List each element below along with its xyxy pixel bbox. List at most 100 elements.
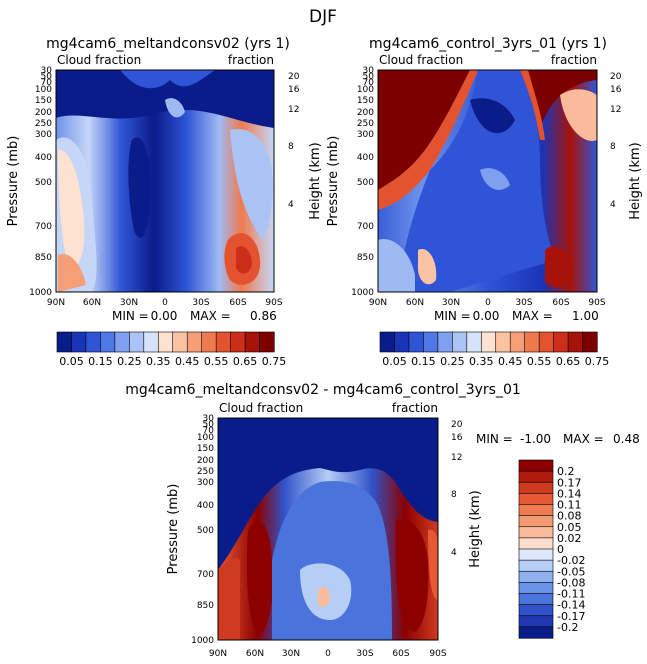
colorbar-swatch <box>480 331 497 353</box>
colorbar-swatch <box>71 331 87 353</box>
panel-2-ytick-right-16: 16 <box>610 85 622 95</box>
colorbar-label: 0.75 <box>262 355 287 368</box>
panel-3-ytick-30: 30 <box>203 414 215 424</box>
colorbar-label: 0.75 <box>585 355 610 368</box>
panel-3-x-axis: 90N 60N 30N 0 30S 60S 90S <box>209 649 447 659</box>
colorbar-swatch <box>567 331 584 353</box>
panel-1-xtick-30S: 30S <box>192 298 209 308</box>
panel-3-xtick-90S: 90S <box>429 649 446 659</box>
panel-2-xtick-60S: 60S <box>552 298 569 308</box>
panel-3-xtick-30S: 30S <box>356 649 373 659</box>
panel-3-ytick-500: 500 <box>197 526 214 536</box>
colorbar-label: 0.08 <box>557 510 582 523</box>
panel-1-annotation-left: Cloud fraction <box>57 53 141 67</box>
colorbar-swatch <box>157 331 174 353</box>
panel-3-y-axis-right: 20 16 12 8 4 <box>451 420 463 558</box>
panel-2-plot-area <box>378 70 597 292</box>
colorbar-label: 0.55 <box>204 355 229 368</box>
panel-2-ytick-30: 30 <box>363 66 375 76</box>
panel-3-ytick-300: 300 <box>197 478 214 488</box>
panel-1-ytick-30: 30 <box>41 66 53 76</box>
colorbar-swatch <box>129 331 145 353</box>
panel-2-ytick-1000: 1000 <box>351 288 374 298</box>
panel-1-ytick-right-12: 12 <box>288 105 299 115</box>
panel-2-ytick-right-12: 12 <box>610 105 621 115</box>
panel-1-y-axis-right: 20 16 12 8 4 <box>288 72 300 210</box>
panel-2-max-value: 1.00 <box>572 309 599 323</box>
colorbar-swatch <box>509 331 526 353</box>
panel-3-max-value: 0.48 <box>613 432 640 446</box>
panel-2-ytick-150: 150 <box>357 96 374 106</box>
colorbar-swatch <box>518 481 554 494</box>
colorbar-swatch <box>518 504 554 517</box>
panel-3-ylabel-right: Height (km) <box>468 490 483 567</box>
colorbar-swatch <box>201 331 217 353</box>
colorbar-swatch <box>452 331 468 353</box>
panel-2-ytick-700: 700 <box>357 222 374 232</box>
panel-1-ytick-700: 700 <box>35 222 52 232</box>
panel-2-ytick-500: 500 <box>357 178 374 188</box>
panel-3-ytick-150: 150 <box>197 444 214 454</box>
colorbar-swatch <box>524 331 540 353</box>
colorbar-label: 0.35 <box>469 355 494 368</box>
colorbar-swatch <box>518 526 554 539</box>
panel-1-ytick-right-4: 4 <box>288 200 294 210</box>
colorbar-label: -0.08 <box>557 576 585 589</box>
colorbar-label: -0.17 <box>557 610 585 623</box>
panel-3-ytick-200: 200 <box>197 456 214 466</box>
panel-1-ytick-500: 500 <box>35 178 52 188</box>
panel-1-xtick-60S: 60S <box>229 298 246 308</box>
panel-3-ytick-right-20: 20 <box>451 420 463 430</box>
panel-2-x-axis: 90N 60N 30N 0 30S 60S 90S <box>369 298 606 308</box>
panel-1-annotation-right: fraction <box>228 53 274 67</box>
panel-2-ytick-250: 250 <box>357 119 374 129</box>
panel-3-xtick-60S: 60S <box>392 649 409 659</box>
panel-1-ytick-850: 850 <box>35 253 52 263</box>
panel-3-ytick-right-16: 16 <box>451 433 463 443</box>
panel-1-xtick-60N: 60N <box>83 298 101 308</box>
panel-3-ytick-400: 400 <box>197 501 214 511</box>
colorbar-label: 0.05 <box>59 355 84 368</box>
figure-title: DJF <box>309 7 337 27</box>
colorbar-label: 0.05 <box>382 355 407 368</box>
colorbar-swatch <box>56 331 73 353</box>
panel-1-colorbar: 0.05 0.15 0.25 0.35 0.45 0.55 0.65 0.75 <box>56 331 287 368</box>
colorbar-label: 0 <box>557 543 564 556</box>
colorbar-swatch <box>518 515 554 528</box>
colorbar-swatch <box>259 331 275 353</box>
panel-1-x-axis: 90N 60N 30N 0 30S 60S 90S <box>47 298 283 308</box>
colorbar-swatch <box>244 331 261 353</box>
panel-1-xtick-0: 0 <box>162 298 168 308</box>
colorbar-swatch <box>437 331 453 353</box>
panel-2-ytick-400: 400 <box>357 153 374 163</box>
colorbar-swatch <box>518 493 554 506</box>
panel-1-ytick-right-16: 16 <box>288 85 300 95</box>
panel-3-colorbar: 0.20.170.140.110.080.050.020-0.02-0.05-0… <box>518 459 585 639</box>
colorbar-swatch <box>186 331 203 353</box>
colorbar-label: 0.25 <box>117 355 142 368</box>
panel-2-ylabel: Pressure (mb) <box>326 136 341 227</box>
panel-2-colorbar: 0.05 0.15 0.25 0.35 0.45 0.55 0.65 0.75 <box>379 331 610 368</box>
panel-1-ytick-1000: 1000 <box>29 288 52 298</box>
panel-2-ytick-right-8: 8 <box>610 142 616 152</box>
colorbar-swatch <box>495 331 511 353</box>
panel-1-min-label: MIN = <box>112 309 149 323</box>
panel-2-annotation-left: Cloud fraction <box>379 53 463 67</box>
panel-2-xtick-30N: 30N <box>442 298 460 308</box>
panel-3: mg4cam6_meltandconsv02 - mg4cam6_control… <box>125 382 639 659</box>
colorbar-swatch <box>538 331 555 353</box>
panel-3-xtick-30N: 30N <box>282 649 300 659</box>
panel-1-ytick-right-20: 20 <box>288 72 300 82</box>
panel-1-plot-area <box>56 70 274 292</box>
panel-2-xtick-90S: 90S <box>588 298 605 308</box>
colorbar-label: 0.65 <box>556 355 581 368</box>
colorbar-label: -0.2 <box>557 621 578 634</box>
colorbar-label: 0.55 <box>527 355 552 368</box>
colorbar-swatch <box>172 331 188 353</box>
colorbar-label: 0.45 <box>175 355 200 368</box>
panel-2-ytick-right-4: 4 <box>610 200 616 210</box>
panel-2-max-label: MAX = <box>512 309 553 323</box>
panel-3-min-value: -1.00 <box>520 432 551 446</box>
panel-3-ytick-250: 250 <box>197 467 214 477</box>
